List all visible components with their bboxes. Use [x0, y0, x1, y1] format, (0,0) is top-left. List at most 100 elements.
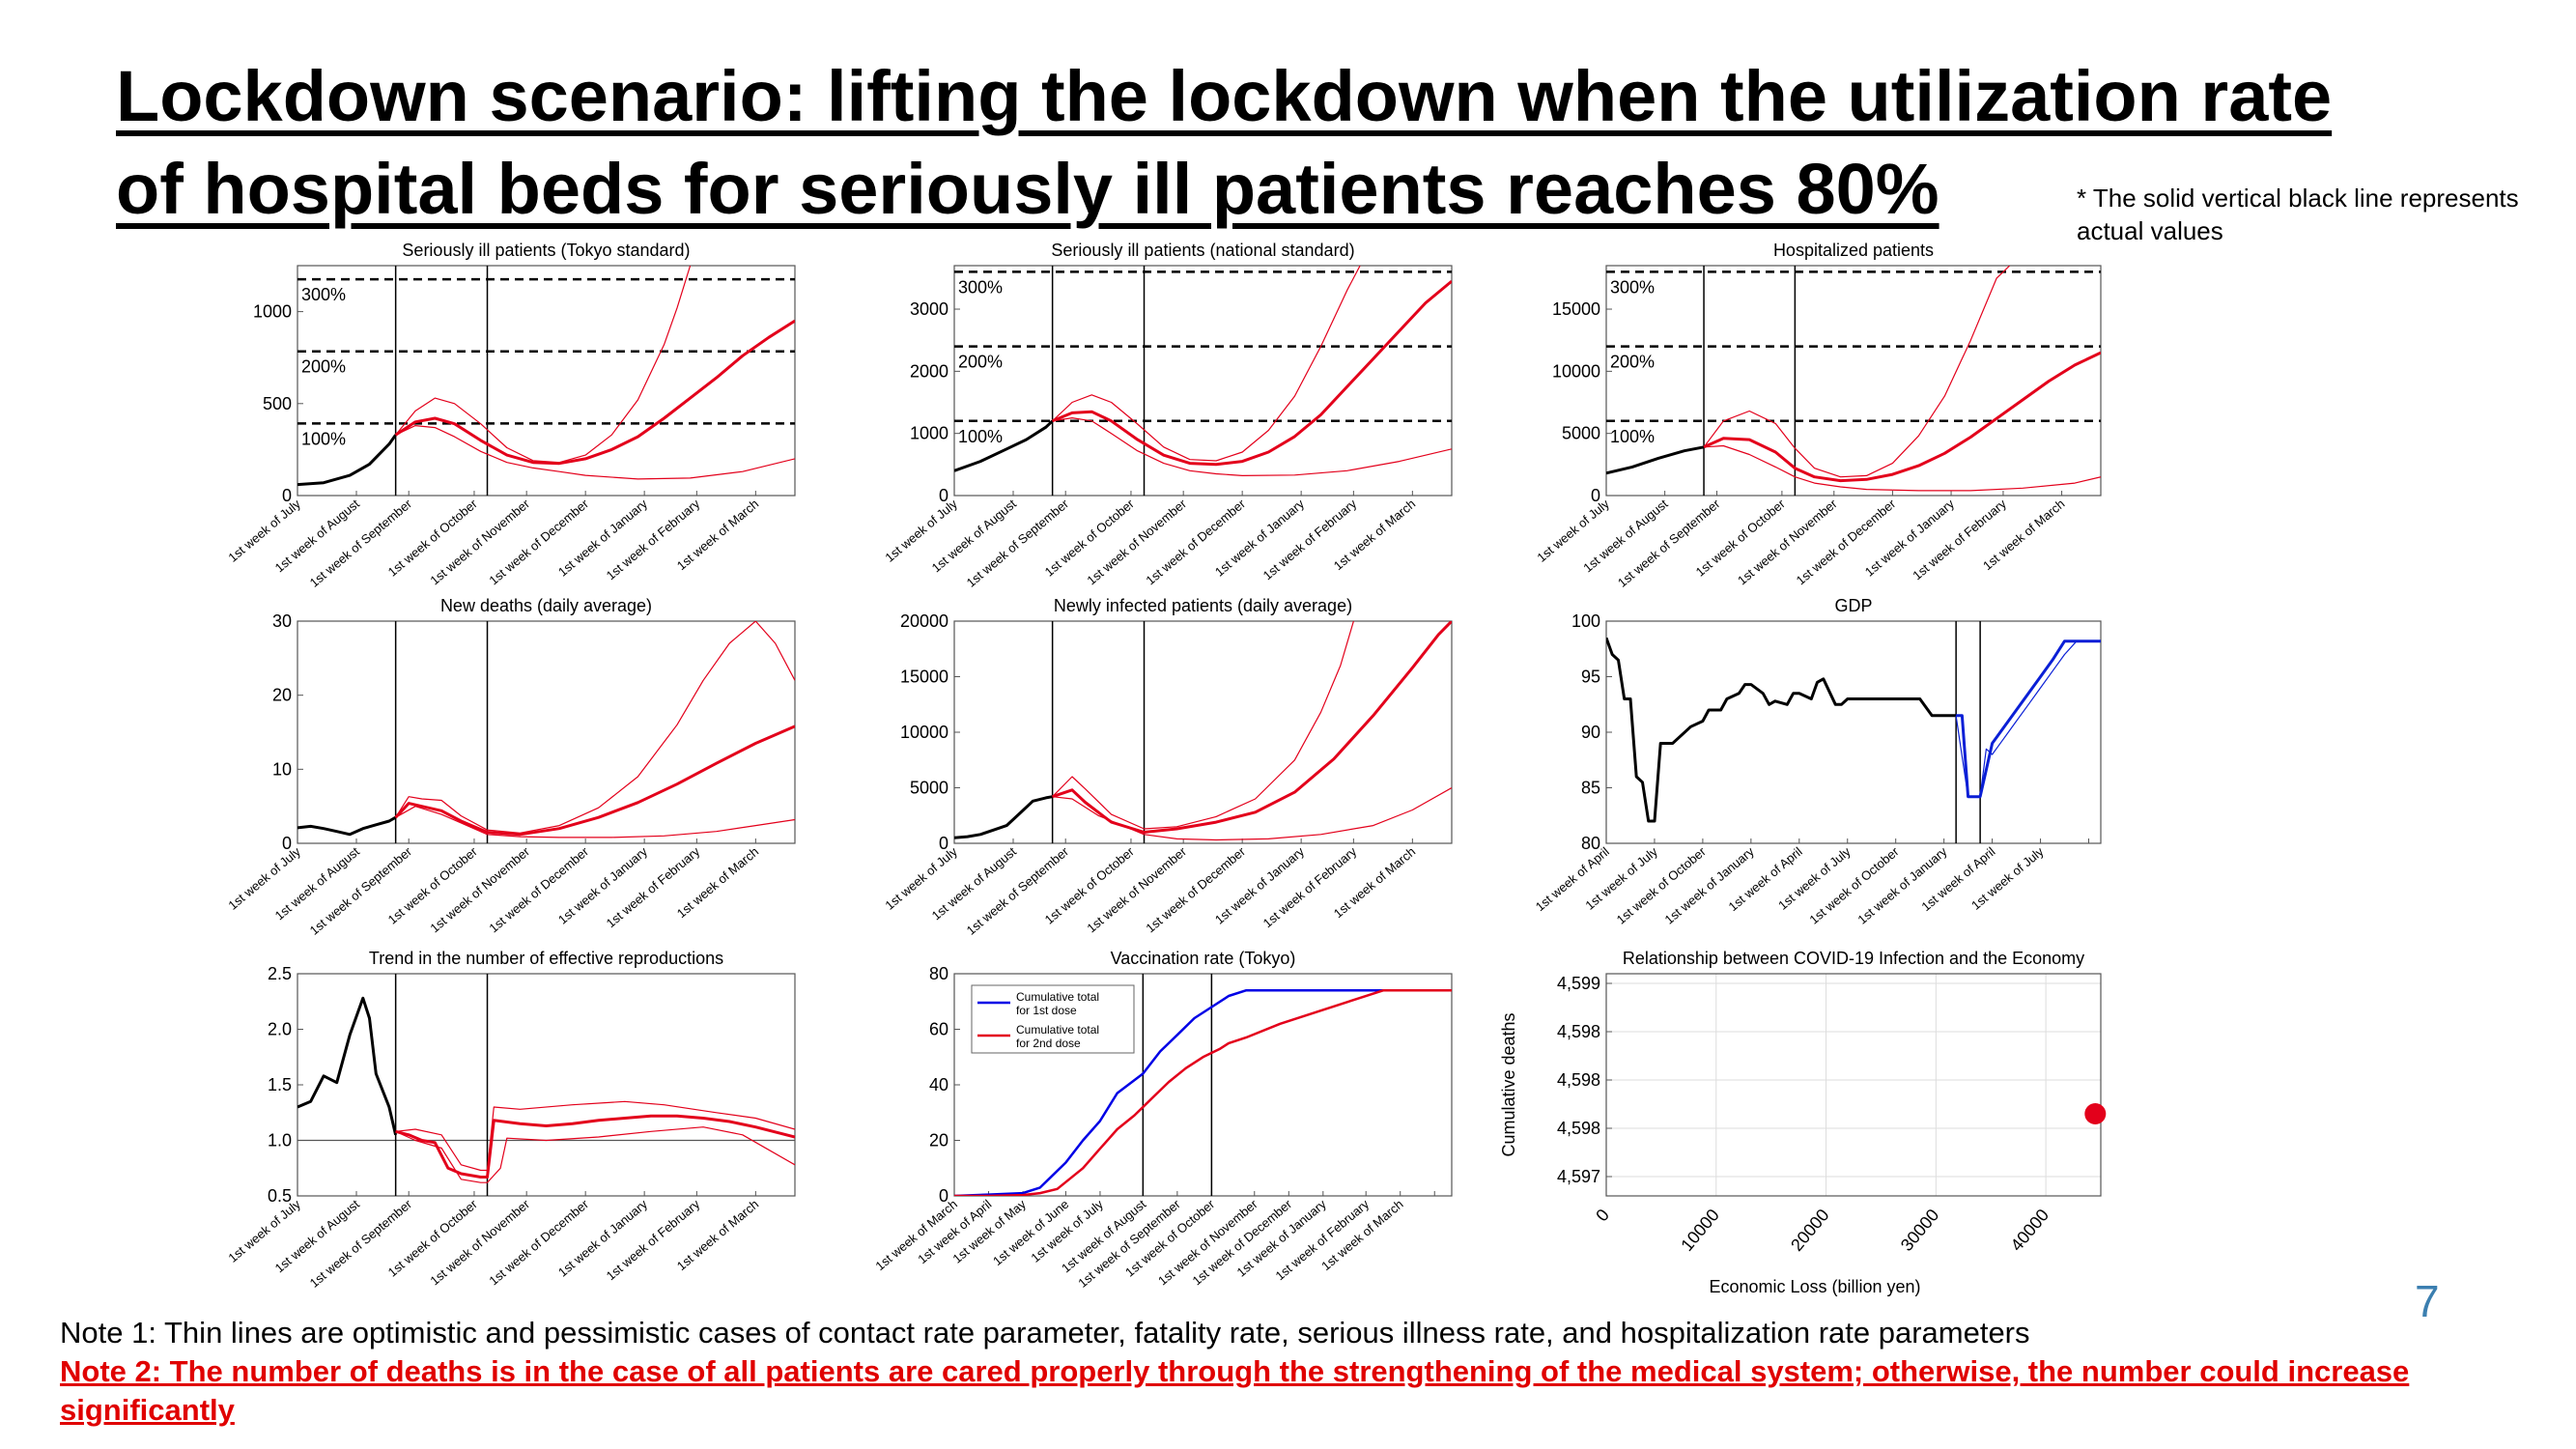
chart-title: Seriously ill patients (national standar…: [1051, 241, 1354, 260]
y-tick-label: 0: [939, 1186, 948, 1206]
chart-serious_national: Seriously ill patients (national standar…: [882, 241, 1453, 590]
y-tick-label: 0.5: [268, 1186, 292, 1206]
side-note: * The solid vertical black line represen…: [2077, 184, 2519, 245]
x-tick-label: 1st week of February: [604, 496, 703, 582]
series-line-case: [395, 1100, 795, 1172]
x-axis-label: Economic Loss (billion yen): [1709, 1277, 1920, 1296]
y-tick-label: 15000: [900, 668, 948, 687]
x-tick-label: 1st week of December: [486, 1196, 591, 1288]
series-line-dose2: [954, 989, 1452, 1196]
series-line-central: [1052, 621, 1452, 834]
series-line-dose1: [954, 989, 1452, 1196]
y-tick-label: 4,598: [1557, 1119, 1600, 1138]
x-tick-label: 1st week of October: [1806, 843, 1902, 926]
x-tick-label: 1st week of November: [1735, 496, 1840, 587]
x-tick-label: 1st week of September: [307, 496, 415, 589]
series-group: [297, 996, 795, 1183]
y-tick-label: 40: [929, 1075, 948, 1094]
y-tick-label: 1.0: [268, 1131, 292, 1151]
series-line-case: [1955, 640, 2101, 798]
x-tick-label: 1st week of November: [427, 843, 532, 935]
y-tick-label: 2000: [910, 361, 948, 381]
reference-label: 100%: [301, 429, 346, 448]
reference-label: 300%: [1610, 277, 1655, 297]
y-tick-label: 1000: [253, 302, 292, 322]
series-group: [297, 266, 795, 487]
plot-frame: [297, 973, 796, 1197]
plot-frame: [953, 620, 1453, 844]
x-tick-label: 1st week of November: [1084, 496, 1189, 587]
x-tick-label: 1st week of November: [1084, 843, 1189, 935]
x-tick-label: 30000: [1897, 1206, 1943, 1255]
plot-frame: [1605, 973, 2102, 1197]
slide-title: Lockdown scenario: lifting the lockdown …: [116, 50, 2482, 236]
chart-reproduction: Trend in the number of effective reprodu…: [225, 949, 796, 1291]
chart-title: Seriously ill patients (Tokyo standard): [402, 241, 690, 260]
x-tick-label: 1st week of December: [1143, 843, 1248, 935]
series-line-case: [395, 1126, 795, 1183]
series-line-case: [1052, 786, 1452, 841]
y-tick-label: 4,598: [1557, 1022, 1600, 1041]
y-tick-label: 0: [1591, 486, 1600, 505]
reference-label: 200%: [301, 357, 346, 377]
x-tick-label: 1st week of September: [307, 843, 415, 937]
legend-label: Cumulative total: [1016, 1023, 1099, 1037]
chart-title: Trend in the number of effective reprodu…: [369, 949, 723, 968]
y-tick-label: 90: [1581, 723, 1600, 742]
y-tick-label: 4,599: [1557, 974, 1600, 993]
y-tick-label: 95: [1581, 668, 1600, 687]
series-group: [954, 266, 1452, 476]
note-2: Note 2: The number of deaths is in the c…: [60, 1354, 2410, 1427]
y-axis-label: Cumulative deaths: [1499, 1012, 1518, 1156]
series-group: [1606, 637, 2101, 823]
x-tick-label: 1st week of November: [427, 1196, 532, 1288]
chart-title: New deaths (daily average): [440, 596, 652, 615]
y-tick-label: 20: [929, 1131, 948, 1151]
series-line-case: [1704, 444, 2101, 492]
x-tick-label: 1st week of September: [1615, 496, 1723, 589]
legend-box: [971, 984, 1135, 1054]
reference-label: 300%: [301, 285, 346, 304]
series-group: [1606, 266, 2101, 492]
y-tick-label: 2.0: [268, 1020, 292, 1039]
y-tick-label: 4,598: [1557, 1070, 1600, 1090]
reference-label: 200%: [1610, 353, 1655, 372]
y-tick-label: 20: [272, 686, 292, 705]
series-line-case: [1052, 266, 1361, 462]
plot-frame: [1605, 620, 2102, 844]
x-tick-label: 40000: [2007, 1206, 2053, 1255]
series-line-central: [394, 724, 795, 837]
x-tick-label: 1st week of December: [1143, 496, 1248, 587]
series-group: [954, 621, 1452, 841]
x-tick-label: 1st week of February: [604, 843, 703, 930]
chart-serious_tokyo: Seriously ill patients (Tokyo standard) 0…: [225, 241, 796, 590]
legend-label: for 1st dose: [1016, 1004, 1077, 1017]
plot-frame: [297, 620, 796, 844]
y-tick-label: 0: [939, 486, 948, 505]
y-tick-label: 100: [1571, 611, 1600, 631]
y-tick-label: 85: [1581, 779, 1600, 798]
x-tick-label: 1st week of January: [1662, 843, 1758, 926]
x-tick-label: 1st week of December: [486, 496, 591, 587]
note-1: Note 1: Thin lines are optimistic and pe…: [60, 1316, 2030, 1350]
x-tick-label: 10000: [1677, 1206, 1723, 1255]
x-tick-label: 1st week of September: [964, 843, 1072, 937]
y-tick-label: 80: [929, 964, 948, 983]
x-tick-label: 1st week of October: [1614, 843, 1710, 926]
slide-title-line2: of hospital beds for seriously ill patie…: [116, 149, 1939, 229]
y-tick-label: 10: [272, 759, 292, 779]
y-tick-label: 10000: [900, 723, 948, 742]
series-line-actual: [954, 419, 1054, 472]
y-tick-label: 0: [939, 834, 948, 853]
y-tick-label: 0: [282, 486, 292, 505]
legend-label: Cumulative total: [1016, 990, 1099, 1004]
series-line-central: [395, 1114, 795, 1179]
page-number: 7: [2415, 1276, 2440, 1326]
slide-title-line1: Lockdown scenario: lifting the lockdown …: [116, 56, 2333, 136]
chart-title: GDP: [1834, 596, 1872, 615]
footnotes: Note 1: Thin lines are optimistic and pe…: [60, 1314, 2533, 1430]
reference-label: 300%: [958, 277, 1003, 297]
y-tick-label: 0: [282, 834, 292, 853]
